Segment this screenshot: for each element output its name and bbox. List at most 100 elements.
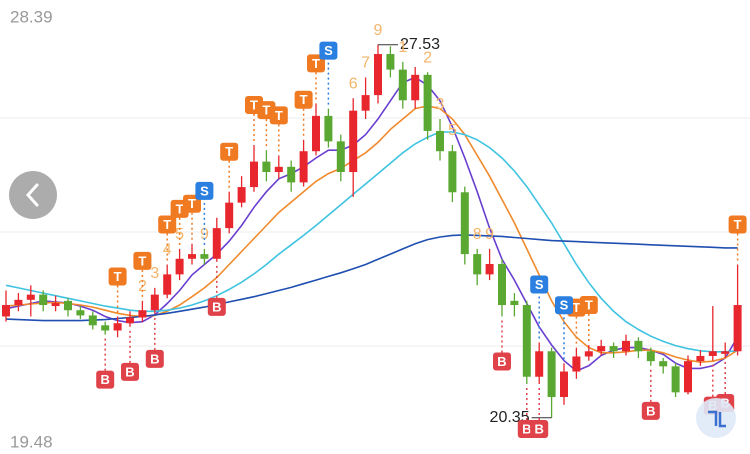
- s-text: S: [535, 277, 544, 292]
- candle-body: [448, 151, 457, 193]
- count-mark: 9: [374, 22, 383, 39]
- sell-badge: [158, 215, 177, 234]
- sell-badge: [294, 90, 313, 109]
- count-mark: 6: [349, 75, 358, 92]
- candle-body: [76, 310, 85, 316]
- candle-body: [609, 346, 618, 352]
- candle-body: [485, 263, 494, 275]
- tool-button[interactable]: [696, 398, 736, 438]
- sell-text: T: [138, 253, 146, 268]
- candle-body: [510, 300, 519, 306]
- back-icon[interactable]: [25, 183, 39, 207]
- tool-icon[interactable]: [708, 410, 726, 428]
- candle-body: [324, 115, 333, 142]
- candle-body: [584, 351, 593, 357]
- candle-body: [473, 254, 482, 275]
- sell-text: T: [312, 56, 320, 71]
- candle-body: [212, 228, 221, 259]
- count-mark: 8: [473, 226, 482, 243]
- sell-badge: [133, 251, 152, 270]
- sell-text: T: [225, 144, 233, 159]
- candle-body: [274, 166, 283, 173]
- s-text: S: [324, 43, 333, 58]
- candle-body: [138, 310, 147, 318]
- candle-body: [336, 141, 345, 173]
- buy-badge: [530, 420, 549, 439]
- candle-body: [361, 95, 370, 111]
- s-text: S: [560, 298, 569, 313]
- candle-body: [225, 202, 234, 229]
- buy-text: B: [212, 299, 221, 314]
- candle-body: [113, 323, 122, 331]
- candle-body: [163, 274, 172, 295]
- candle-body: [597, 346, 606, 352]
- count-mark: 3: [436, 96, 445, 113]
- candle-body: [287, 166, 296, 183]
- buy-badge: [121, 362, 139, 381]
- sell-text: T: [176, 201, 184, 216]
- candle-body: [721, 351, 730, 354]
- candle-body: [188, 254, 196, 259]
- candle-body: [423, 74, 432, 131]
- candle-body: [237, 187, 246, 203]
- s-badge: [319, 41, 338, 60]
- buy-text: B: [646, 403, 655, 418]
- sell-badge: [220, 142, 239, 161]
- sell-badge: [728, 215, 747, 234]
- back-button-bg[interactable]: [9, 171, 57, 219]
- candle-body: [101, 325, 110, 331]
- sell-text: T: [188, 196, 196, 211]
- candle-body: [560, 371, 568, 398]
- candle-body: [622, 340, 630, 352]
- buy-badge: [493, 352, 511, 371]
- candle-body: [386, 54, 395, 70]
- sell-text: T: [734, 217, 742, 232]
- s-badge: [195, 181, 214, 200]
- candle-body: [498, 263, 506, 306]
- candle-body: [671, 366, 680, 393]
- buy-text: B: [101, 372, 110, 387]
- candle-body: [535, 351, 544, 377]
- candle-body: [39, 294, 48, 306]
- candle-body: [374, 54, 382, 96]
- candle-body: [460, 192, 469, 255]
- candle-body: [522, 305, 531, 377]
- candle-body: [708, 351, 717, 356]
- sell-text: T: [572, 300, 580, 315]
- candle-body: [88, 315, 97, 326]
- buy-text: B: [150, 351, 159, 366]
- candle-body: [175, 258, 184, 275]
- ma-line: [5, 131, 738, 353]
- buy-text: B: [522, 421, 531, 436]
- buy-text: B: [497, 354, 506, 369]
- y-tick-label: 28.39: [10, 7, 53, 26]
- plot: 28.3919.4827.5320.3523459679123589BBBBBB…: [2, 7, 747, 451]
- candle-body: [696, 355, 705, 362]
- candle-body: [398, 69, 407, 101]
- count-mark: 9: [485, 226, 494, 243]
- y-tick-label: 19.48: [10, 432, 53, 451]
- candle-body: [349, 110, 358, 173]
- sell-badge: [269, 106, 288, 125]
- candle-body: [2, 305, 10, 317]
- ma-line: [5, 105, 739, 364]
- candle-body: [299, 151, 308, 183]
- candle-body: [436, 130, 444, 152]
- candle-body: [572, 356, 581, 372]
- candle-body: [262, 161, 271, 173]
- sell-text: T: [262, 103, 270, 118]
- buy-badge: [207, 297, 226, 316]
- buy-text: B: [125, 364, 134, 379]
- buy-badge: [145, 349, 164, 368]
- back-button[interactable]: [9, 171, 57, 219]
- sell-text: T: [275, 108, 283, 123]
- candle-body: [64, 300, 72, 311]
- count-mark: 2: [423, 49, 432, 66]
- candle-body: [51, 302, 60, 307]
- candle-body: [250, 161, 258, 188]
- candle-body: [411, 74, 420, 101]
- candle-body: [733, 305, 742, 352]
- candle-body: [659, 361, 668, 367]
- count-mark: 7: [361, 55, 370, 72]
